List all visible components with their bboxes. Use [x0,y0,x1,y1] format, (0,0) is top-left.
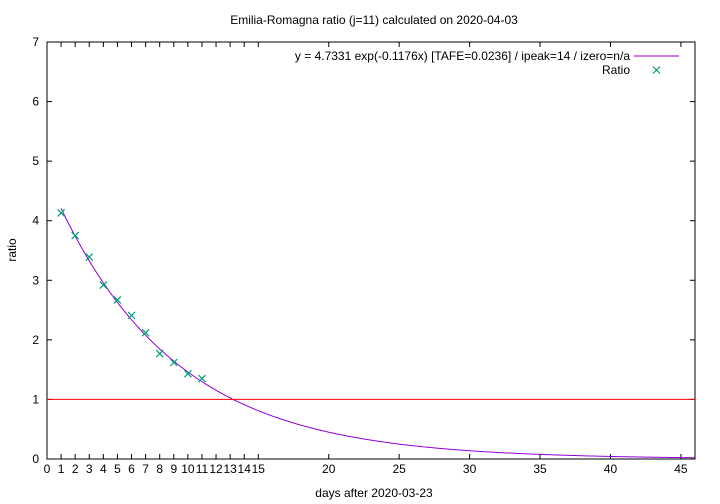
data-point [113,296,122,304]
y-tick-label: 4 [32,214,39,228]
data-point-stroke [169,358,178,367]
x-tick-label: 1 [58,462,65,476]
x-tick-label: 0 [44,462,51,476]
y-axis-label: ratio [5,238,19,262]
x-tick-label: 30 [463,462,477,476]
chart-title: Emilia-Romagna ratio (j=11) calculated o… [230,13,518,27]
data-point-stroke [57,209,66,217]
legend-fit-label: y = 4.7331 exp(-0.1176x) [TAFE=0.0236] /… [295,49,630,63]
y-tick-label: 0 [32,452,39,466]
data-point [141,328,150,337]
y-tick-label: 3 [32,273,39,287]
fit-curve [60,208,696,459]
x-tick-label: 4 [100,462,107,476]
legend-ratio-marker-stroke [652,66,661,74]
x-tick-label: 40 [604,462,618,476]
data-point [85,253,94,261]
data-point [127,311,136,320]
y-tick-label: 6 [32,95,39,109]
x-tick-label: 20 [322,462,336,476]
data-point [71,231,80,240]
data-point-stroke [141,328,150,337]
x-tick-label: 25 [392,462,406,476]
x-tick-label: 9 [170,462,177,476]
x-tick-label: 6 [128,462,135,476]
data-point [198,374,206,383]
x-tick-label: 5 [114,462,121,476]
data-point [155,349,164,358]
plot-frame [46,41,696,460]
x-tick-label: 11 [196,462,209,476]
x-tick-label: 35 [533,462,547,476]
x-tick-label: 2 [72,462,79,476]
x-tick-label: 3 [86,462,93,476]
data-marks [47,208,696,459]
axis-ticks: 0 1 2 3 4 5 6 7 8 9 10 11 12 13 14 15 20 25 30 35 40 45012345… [32,35,695,476]
x-tick-label: 14 [238,462,252,476]
legend-ratio-marker [652,66,661,74]
x-tick-label: 10 [181,462,195,476]
data-point-stroke [99,281,108,289]
y-tick-label: 5 [32,154,39,168]
legend: y = 4.7331 exp(-0.1176x) [TAFE=0.0236] /… [295,49,679,77]
legend-ratio-label: Ratio [602,63,630,77]
data-point-stroke [71,231,80,240]
data-point-stroke [127,311,136,320]
x-tick-label: 45 [674,462,688,476]
y-tick-label: 2 [32,333,39,347]
data-point-stroke [198,374,206,383]
x-axis-label: days after 2020-03-23 [315,486,433,500]
y-tick-label: 1 [32,392,39,406]
data-point [99,281,108,289]
x-tick-label: 7 [142,462,149,476]
y-tick-label: 7 [32,35,39,49]
data-point-stroke [85,253,94,261]
data-point [169,358,178,367]
data-point-stroke [183,369,192,378]
x-tick-label: 13 [223,462,237,476]
data-point-stroke [113,296,122,304]
data-point-stroke [155,349,164,358]
data-point [57,209,66,217]
x-tick-label: 8 [156,462,163,476]
x-tick-label: 15 [252,462,266,476]
data-point [183,369,192,378]
x-tick-label: 12 [209,462,223,476]
